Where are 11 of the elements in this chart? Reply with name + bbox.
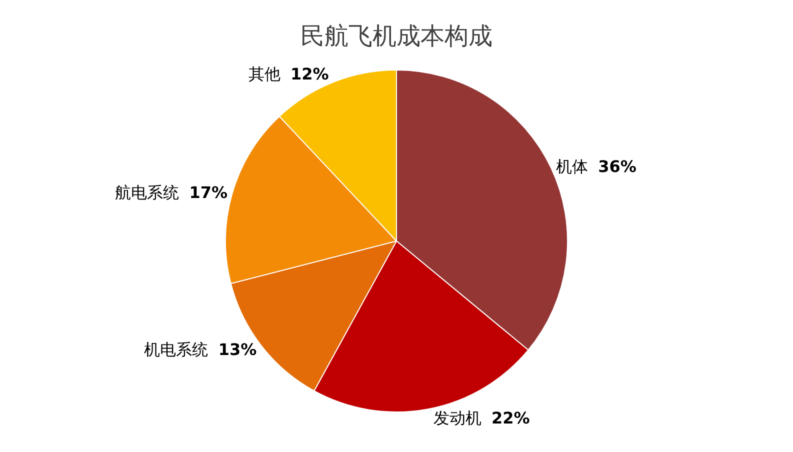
data-label: 13% [218, 340, 257, 359]
data-label: 22% [491, 408, 530, 428]
data-label: 17% [189, 183, 228, 202]
slice-label: 航电系统 [115, 183, 180, 202]
chart-title: 民航飞机成本构成 [300, 22, 492, 50]
slice-label: 机电系统 [144, 340, 208, 359]
slice-label: 其他 [248, 64, 280, 84]
data-label: 36% [598, 156, 636, 176]
slice-label: 机体 [556, 156, 588, 176]
slice-label: 发动机 [433, 408, 482, 428]
data-label: 12% [290, 64, 329, 84]
